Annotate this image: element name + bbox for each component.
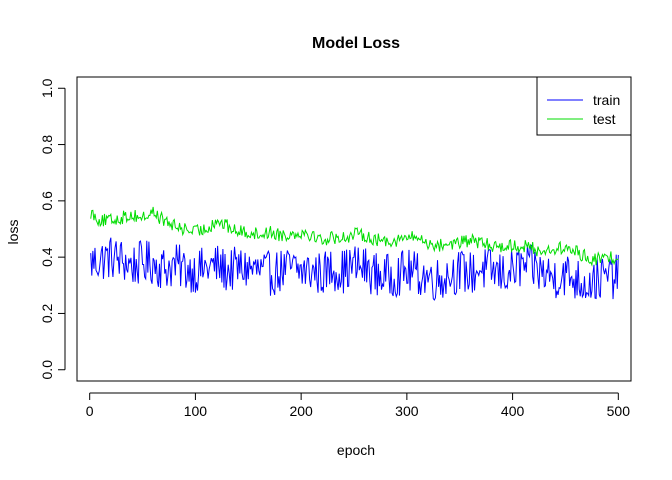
y-tick-label: 0.4	[39, 247, 55, 267]
legend-box	[536, 76, 632, 136]
legend: train test	[536, 76, 632, 136]
x-tick-label: 300	[395, 403, 419, 419]
y-tick-label: 0.6	[39, 191, 55, 211]
x-tick-label: 0	[86, 403, 94, 419]
x-tick-label: 100	[184, 403, 208, 419]
x-axis: 0 100 200 300 400 500	[86, 392, 631, 419]
y-tick-label: 0.8	[39, 135, 55, 155]
x-tick-label: 400	[501, 403, 525, 419]
y-tick-label: 1.0	[39, 78, 55, 98]
x-axis-label: epoch	[337, 442, 375, 458]
plot-frame	[76, 76, 632, 382]
y-axis-label: loss	[5, 220, 21, 245]
series-layer	[90, 206, 619, 301]
y-axis: 0.0 0.2 0.4 0.6 0.8 1.0	[39, 78, 66, 380]
chart-title: Model Loss	[312, 35, 400, 52]
legend-label-test: test	[593, 111, 616, 127]
x-tick-label: 500	[607, 403, 631, 419]
series-line-train	[90, 237, 619, 301]
x-tick-label: 200	[289, 403, 313, 419]
legend-label-train: train	[593, 92, 620, 108]
series-line-test	[90, 206, 619, 267]
y-tick-label: 0.2	[39, 304, 55, 324]
y-tick-label: 0.0	[39, 360, 55, 380]
